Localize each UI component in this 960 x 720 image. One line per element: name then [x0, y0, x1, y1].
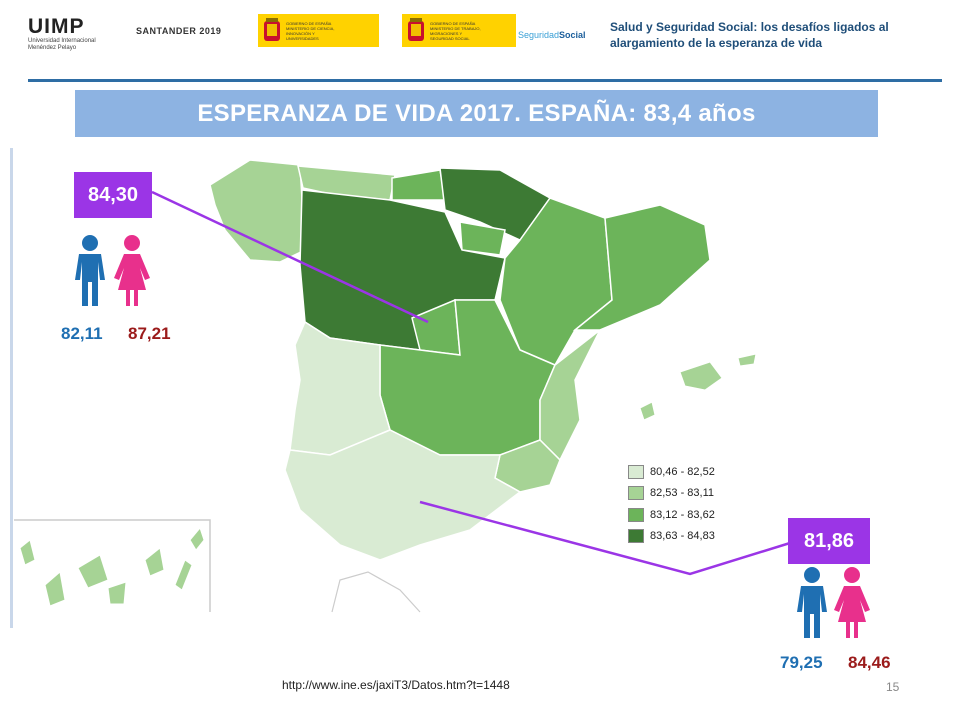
ministry-science-text: GOBIERNO DE ESPAÑA MINISTERIO DE CIENCIA… — [286, 20, 335, 41]
seguridad-social-logo: SeguridadSocial — [518, 30, 586, 40]
callout-connector-bottom — [419, 500, 791, 576]
legend-item: 83,12 - 83,62 — [628, 504, 715, 526]
canary-inset-frame — [14, 519, 211, 612]
callout-lowest-value: 81,86 — [788, 518, 870, 564]
region-baleares-mallorca — [679, 361, 723, 391]
region-canarias-island — [174, 559, 193, 591]
uimp-logo: UIMP Universidad Internacional Menéndez … — [28, 16, 118, 56]
region-baleares-menorca — [737, 353, 757, 367]
slide-title: ESPERANZA DE VIDA 2017. ESPAÑA: 83,4 año… — [197, 99, 756, 127]
region-cataluna — [572, 204, 711, 331]
course-title-line-2: alargamiento de la esperanza de vida — [610, 36, 823, 50]
legend-swatch — [628, 464, 644, 479]
course-title-line-1: Salud y Seguridad Social: los desafíos l… — [610, 20, 889, 34]
region-canarias-island — [19, 539, 36, 566]
region-andalucia — [284, 429, 522, 561]
female-figure-icon — [834, 567, 870, 638]
source-link[interactable]: http://www.ine.es/jaxiT3/Datos.htm?t=144… — [282, 678, 510, 692]
header-divider — [28, 79, 942, 82]
male-figure-icon — [75, 235, 105, 306]
legend-swatch — [628, 529, 644, 544]
legend-swatch — [628, 507, 644, 522]
north-africa-outline — [331, 571, 421, 613]
legend-label: 83,63 - 84,83 — [650, 530, 715, 543]
uimp-logo-subtitle-1: Universidad Internacional — [28, 38, 96, 44]
event-label: SANTANDER 2019 — [136, 26, 222, 36]
coat-of-arms-icon — [264, 17, 280, 41]
female-life-expectancy-top: 87,21 — [128, 324, 171, 343]
page-number: 15 — [886, 680, 900, 694]
region-la-rioja — [459, 221, 506, 256]
uimp-logo-subtitle-2: Menéndez Pelayo — [28, 45, 77, 51]
callout-highest-value: 84,30 — [74, 172, 152, 218]
seguridad-social-logo-bold: Social — [559, 30, 586, 40]
legend-label: 80,46 - 82,52 — [650, 465, 715, 478]
region-valencia — [539, 329, 601, 462]
ministry-labour-logo: GOBIERNO DE ESPAÑA MINISTERIO DE TRABAJO… — [402, 14, 516, 47]
legend-label: 83,12 - 83,62 — [650, 508, 715, 521]
region-canarias-island — [189, 526, 205, 551]
male-figure-icon — [797, 567, 827, 638]
map-legend: 80,46 - 82,52 82,53 - 83,11 83,12 - 83,6… — [628, 461, 715, 547]
male-life-expectancy-top: 82,11 — [61, 324, 103, 343]
region-canarias-island — [77, 554, 109, 589]
course-title: Salud y Seguridad Social: los desafíos l… — [610, 19, 910, 51]
ministry-science-logo: GOBIERNO DE ESPAÑA MINISTERIO DE CIENCIA… — [258, 14, 379, 47]
region-galicia — [209, 159, 306, 263]
legend-swatch — [628, 486, 644, 501]
female-figure-icon — [114, 235, 150, 306]
female-life-expectancy-bottom: 84,46 — [848, 653, 891, 672]
male-life-expectancy-bottom: 79,25 — [780, 653, 823, 672]
coat-of-arms-icon — [408, 17, 424, 41]
legend-item: 82,53 - 83,11 — [628, 483, 715, 505]
legend-item: 83,63 - 84,83 — [628, 526, 715, 548]
legend-item: 80,46 - 82,52 — [628, 461, 715, 483]
region-aragon — [499, 197, 613, 366]
region-cantabria — [391, 169, 446, 201]
region-baleares-ibiza — [639, 401, 656, 421]
callout-connector-top — [151, 190, 429, 324]
region-canarias-island — [107, 581, 127, 605]
uimp-logo-word: UIMP — [28, 15, 85, 38]
seguridad-social-logo-light: Seguridad — [518, 30, 560, 40]
left-divider — [10, 148, 13, 628]
legend-label: 82,53 - 83,11 — [650, 487, 715, 500]
slide-title-band: ESPERANZA DE VIDA 2017. ESPAÑA: 83,4 año… — [75, 90, 878, 137]
region-canarias-island — [144, 547, 165, 577]
region-canarias-island — [44, 571, 66, 607]
ministry-labour-text: GOBIERNO DE ESPAÑA MINISTERIO DE TRABAJO… — [430, 20, 481, 41]
